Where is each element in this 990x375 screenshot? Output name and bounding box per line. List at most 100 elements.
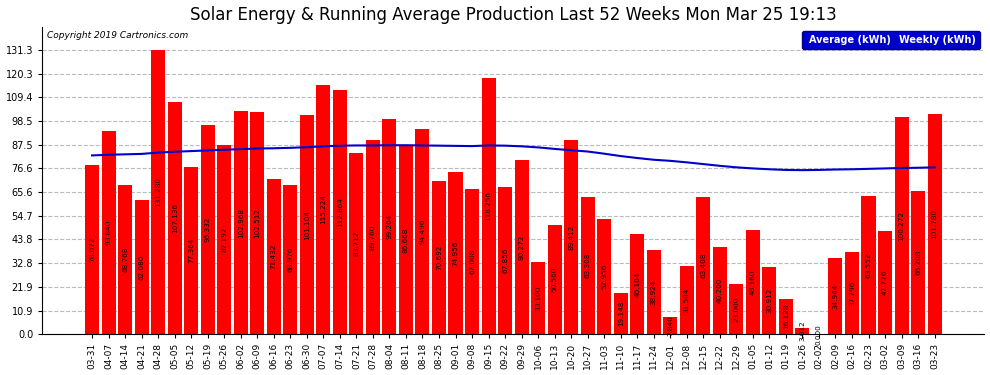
Text: 107.136: 107.136 [171, 203, 177, 233]
Text: 70.692: 70.692 [436, 245, 442, 270]
Bar [911, 191, 925, 334]
Bar [382, 119, 396, 334]
Bar [399, 146, 413, 334]
Text: 102.512: 102.512 [254, 208, 260, 238]
Bar [730, 284, 743, 334]
Text: 63.552: 63.552 [865, 253, 871, 278]
Text: 52.956: 52.956 [601, 264, 607, 290]
Bar [631, 234, 644, 334]
Bar [696, 197, 711, 334]
Bar [663, 317, 677, 334]
Text: 67.008: 67.008 [469, 249, 475, 274]
Bar [167, 102, 182, 334]
Bar [250, 112, 264, 334]
Bar [234, 111, 248, 334]
Bar [85, 165, 99, 334]
Text: 77.364: 77.364 [188, 238, 194, 263]
Text: 63.308: 63.308 [585, 253, 591, 278]
Bar [680, 266, 694, 334]
Bar [531, 262, 545, 334]
Bar [581, 197, 595, 334]
Bar [745, 230, 760, 334]
Text: 94.496: 94.496 [420, 219, 426, 245]
Text: 80.272: 80.272 [519, 234, 525, 260]
Bar [481, 78, 496, 334]
Bar [515, 160, 529, 334]
Bar [366, 140, 380, 334]
Bar [349, 153, 363, 334]
Text: 99.204: 99.204 [386, 214, 392, 239]
Bar [283, 185, 297, 334]
Bar [564, 141, 578, 334]
Text: 96.332: 96.332 [205, 217, 211, 243]
Text: 0.000: 0.000 [816, 324, 822, 345]
Text: 115.224: 115.224 [321, 194, 327, 224]
Bar [614, 292, 628, 334]
Text: 50.560: 50.560 [551, 267, 557, 292]
Bar [416, 129, 430, 334]
Text: 89.412: 89.412 [568, 225, 574, 250]
Text: 118.256: 118.256 [485, 191, 492, 221]
Text: 37.796: 37.796 [849, 280, 855, 306]
Bar [547, 225, 561, 334]
Bar [928, 114, 941, 334]
Text: 66.208: 66.208 [915, 250, 921, 275]
Text: 38.924: 38.924 [650, 279, 656, 304]
Text: 78.072: 78.072 [89, 237, 95, 262]
Bar [118, 185, 132, 334]
Text: 47.776: 47.776 [882, 270, 888, 295]
Text: 19.148: 19.148 [618, 301, 624, 326]
Bar [713, 247, 727, 334]
Text: 46.104: 46.104 [635, 272, 641, 297]
Text: 83.712: 83.712 [353, 231, 359, 256]
Text: 68.976: 68.976 [287, 247, 293, 272]
Bar [201, 126, 215, 334]
Text: 101.104: 101.104 [304, 210, 310, 240]
Text: 67.856: 67.856 [502, 248, 508, 273]
Title: Solar Energy & Running Average Production Last 52 Weeks Mon Mar 25 19:13: Solar Energy & Running Average Productio… [190, 6, 837, 24]
Bar [597, 219, 611, 334]
Legend: Average (kWh), Weekly (kWh): Average (kWh), Weekly (kWh) [802, 32, 979, 49]
Text: 7.840: 7.840 [667, 315, 673, 336]
Bar [151, 50, 165, 334]
Text: 31.584: 31.584 [684, 287, 690, 313]
Bar [861, 196, 875, 334]
Text: 34.944: 34.944 [833, 284, 839, 309]
Text: 3.012: 3.012 [800, 321, 806, 341]
Bar [762, 267, 776, 334]
Bar [448, 172, 462, 334]
Text: 102.968: 102.968 [238, 208, 244, 238]
Text: 112.864: 112.864 [337, 197, 343, 227]
Bar [333, 90, 346, 334]
Text: 33.100: 33.100 [536, 286, 542, 311]
Text: 86.668: 86.668 [403, 228, 409, 253]
Bar [217, 145, 232, 334]
Text: 89.760: 89.760 [370, 224, 376, 250]
Text: 23.000: 23.000 [734, 297, 740, 322]
Bar [878, 231, 892, 334]
Text: 101.780: 101.780 [932, 209, 938, 239]
Bar [845, 252, 859, 334]
Bar [779, 299, 793, 334]
Text: 40.200: 40.200 [717, 278, 723, 303]
Text: 62.080: 62.080 [139, 254, 145, 280]
Text: 30.912: 30.912 [766, 288, 772, 314]
Bar [498, 187, 512, 334]
Text: 93.840: 93.840 [106, 220, 112, 245]
Bar [432, 181, 446, 334]
Text: 48.160: 48.160 [749, 269, 756, 295]
Bar [300, 115, 314, 334]
Bar [102, 131, 116, 334]
Text: 16.128: 16.128 [783, 304, 789, 329]
Bar [795, 328, 810, 334]
Bar [465, 189, 479, 334]
Text: 74.956: 74.956 [452, 240, 458, 266]
Text: 100.272: 100.272 [899, 210, 905, 240]
Bar [317, 84, 331, 334]
Bar [646, 250, 660, 334]
Bar [135, 200, 148, 334]
Text: 68.768: 68.768 [122, 247, 128, 272]
Text: 71.432: 71.432 [271, 244, 277, 270]
Text: Copyright 2019 Cartronics.com: Copyright 2019 Cartronics.com [47, 31, 188, 40]
Bar [266, 179, 281, 334]
